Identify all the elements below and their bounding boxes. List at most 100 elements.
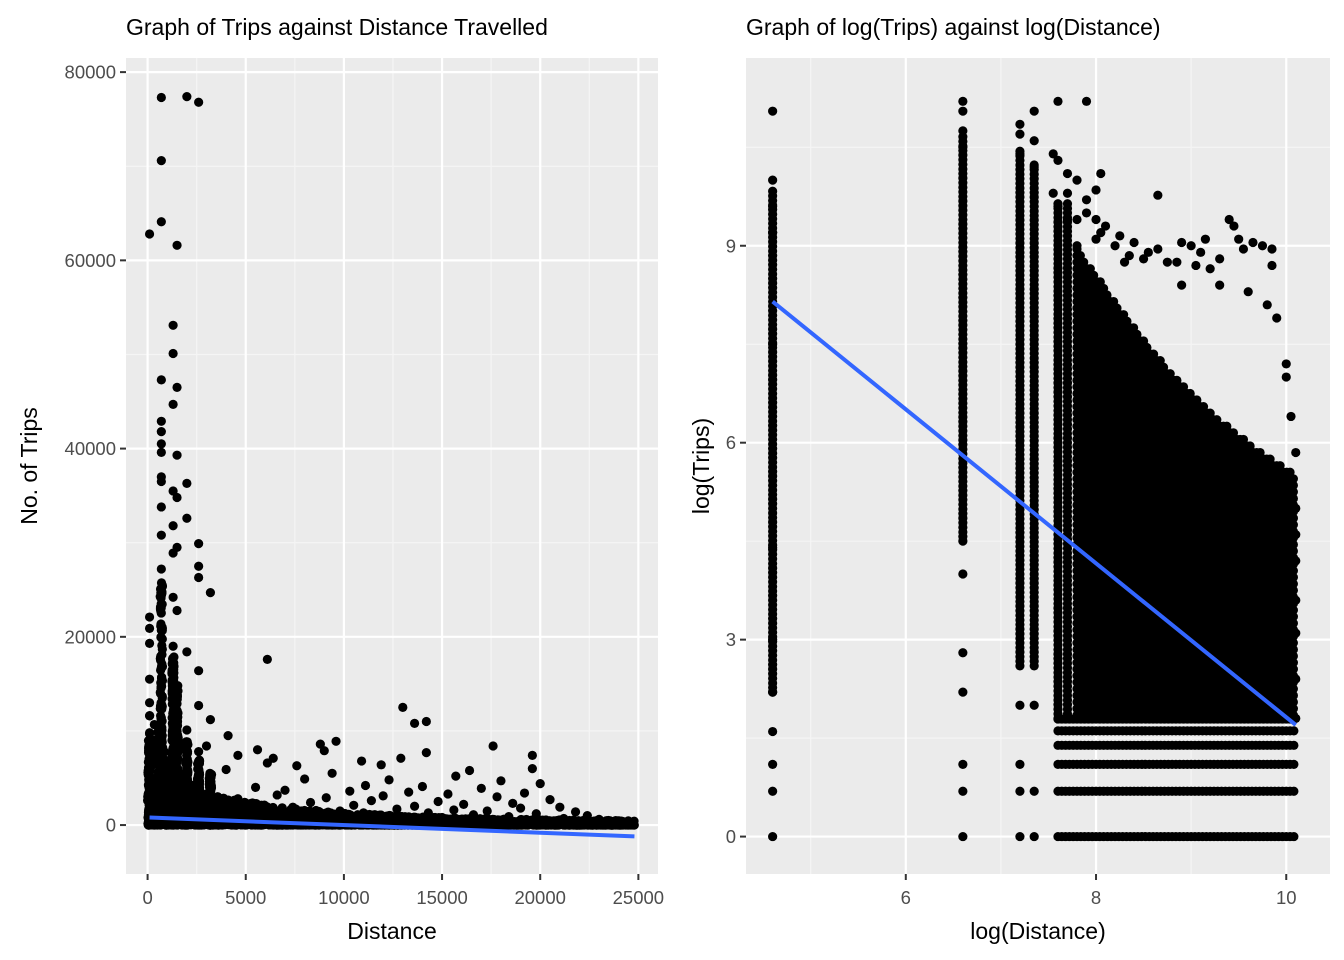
data-point [193,759,203,769]
data-point [482,806,492,816]
data-point [172,687,182,697]
data-point [627,819,638,829]
data-point [570,807,581,817]
data-point [305,797,316,808]
data-point [358,808,369,818]
data-point [156,530,166,540]
data-point [768,186,778,196]
data-point [156,427,166,437]
data-point [376,760,386,770]
data-point [143,807,154,817]
data-point [327,768,337,778]
data-point [256,800,266,810]
data-point [182,647,192,657]
data-point [156,663,166,674]
data-point [331,736,341,746]
data-point [172,805,182,815]
data-point [144,623,155,633]
y-tick-label: 20000 [65,626,116,647]
data-point [345,786,355,796]
data-point [194,539,204,549]
data-point [157,700,167,710]
data-point [541,819,551,829]
data-point [156,625,166,635]
data-point [488,814,498,824]
x-tick-label: 15000 [416,887,467,908]
data-point [588,818,598,828]
data-point [262,758,272,768]
data-point [421,716,431,727]
data-point [172,766,183,776]
data-point [233,794,243,804]
data-point [443,789,453,799]
data-point [182,478,192,489]
data-point [182,725,192,735]
left-chart-title: Graph of Trips against Distance Travelle… [126,14,548,40]
data-point [360,780,371,791]
data-point [156,416,166,426]
left-x-axis-title: Distance [347,918,436,944]
data-point [461,818,471,828]
data-point [156,766,166,776]
data-point [508,798,518,809]
data-point [182,91,192,102]
data-point [400,814,410,825]
data-point [156,751,166,761]
data-point [194,666,204,676]
data-point [156,677,166,687]
data-point [250,782,261,793]
data-point [496,776,506,786]
data-point [168,320,178,330]
data-point [1062,199,1073,209]
data-point [523,815,534,825]
data-point [156,779,166,790]
data-point [206,802,217,812]
data-point [515,803,526,813]
x-tick-label: 10000 [318,887,369,908]
data-point [182,748,193,758]
data-point [156,155,166,166]
data-point [565,819,575,829]
data-point [144,711,155,721]
data-point [396,753,406,763]
data-point [156,797,166,808]
data-point [272,790,282,800]
data-point [194,97,204,107]
data-point [172,450,182,460]
data-point [288,802,298,812]
data-point [144,756,155,766]
data-point [172,382,182,393]
data-point [144,729,155,739]
data-point [201,741,212,751]
data-point [531,820,541,830]
data-point [156,439,166,449]
data-point [172,240,182,250]
data-point [156,217,166,227]
data-point [157,634,167,644]
data-point [243,804,253,814]
data-point [451,771,461,781]
left-plot-background [126,58,658,874]
data-point [157,644,167,654]
data-point [194,561,204,571]
data-point [535,779,545,789]
data-point [519,788,530,798]
data-point [182,776,192,787]
data-point [194,572,204,583]
data-point [476,783,486,793]
data-point [449,805,459,815]
x-tick-label: 20000 [514,887,565,908]
data-point [182,737,192,747]
data-point [476,815,486,825]
x-tick-label: 0 [142,887,152,908]
x-tick-label: 25000 [613,887,664,908]
data-point [156,587,166,597]
data-point [144,784,155,794]
data-point [172,492,182,503]
data-point [168,743,178,753]
data-point [429,817,439,827]
y-tick-label: 40000 [65,438,116,459]
y-tick-label: 0 [106,815,116,836]
data-point [555,802,565,812]
